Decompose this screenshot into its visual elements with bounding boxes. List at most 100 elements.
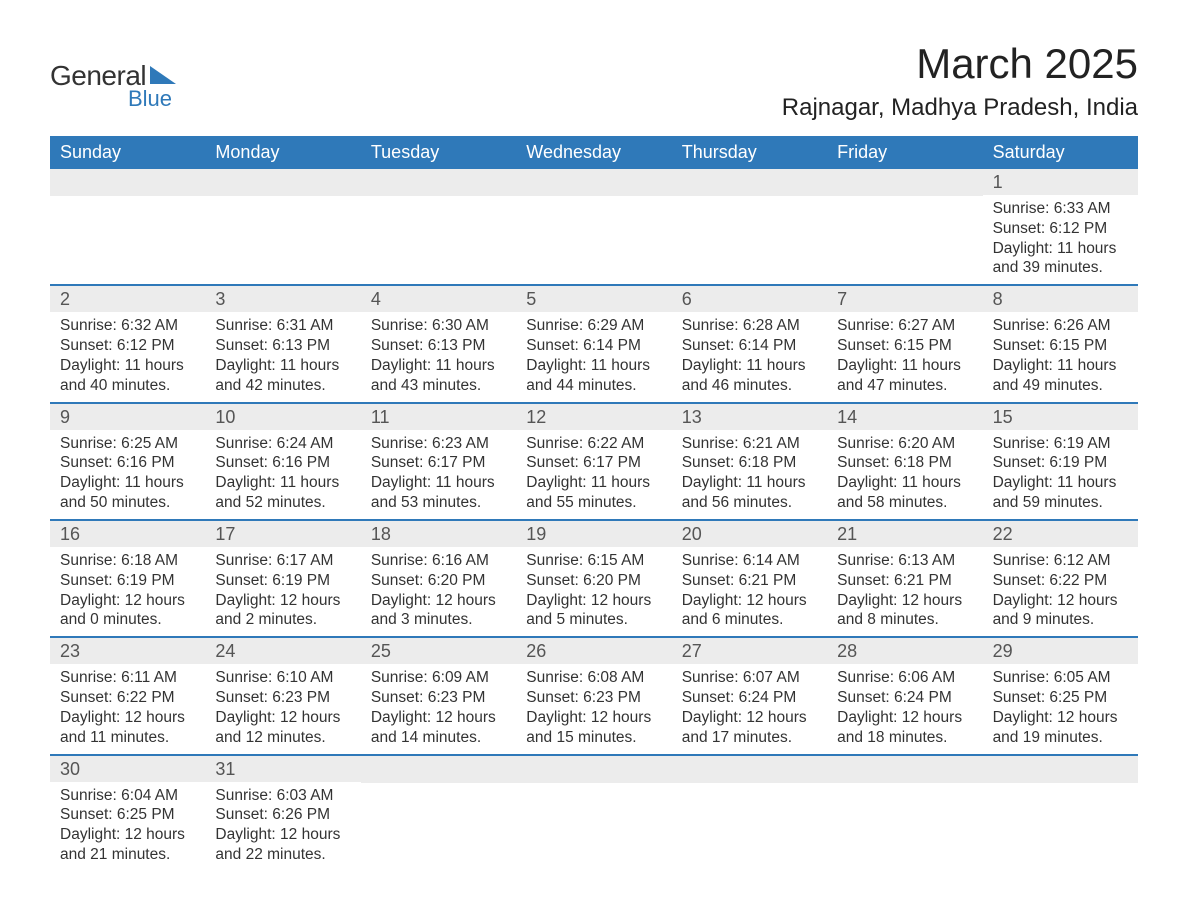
sunset-line: Sunset: 6:17 PM (371, 453, 506, 473)
title-block: March 2025 Rajnagar, Madhya Pradesh, Ind… (782, 40, 1138, 122)
day-details (827, 196, 982, 282)
calendar-cell: 5Sunrise: 6:29 AMSunset: 6:14 PMDaylight… (516, 286, 671, 401)
day-number (361, 756, 516, 783)
logo-triangle-icon (150, 66, 176, 84)
daylight-line: Daylight: 11 hours and 58 minutes. (837, 473, 972, 513)
calendar-cell-empty (361, 169, 516, 284)
daylight-line: Daylight: 12 hours and 12 minutes. (215, 708, 350, 748)
sunset-line: Sunset: 6:23 PM (371, 688, 506, 708)
sunrise-line: Sunrise: 6:06 AM (837, 668, 972, 688)
sunset-line: Sunset: 6:12 PM (993, 219, 1128, 239)
sunset-line: Sunset: 6:19 PM (60, 571, 195, 591)
calendar-week: 30Sunrise: 6:04 AMSunset: 6:25 PMDayligh… (50, 756, 1138, 871)
day-number: 16 (50, 521, 205, 547)
daylight-line: Daylight: 11 hours and 53 minutes. (371, 473, 506, 513)
daylight-line: Daylight: 12 hours and 15 minutes. (526, 708, 661, 748)
sunrise-line: Sunrise: 6:27 AM (837, 316, 972, 336)
day-of-week-label: Monday (205, 136, 360, 169)
month-title: March 2025 (782, 40, 1138, 88)
sunset-line: Sunset: 6:14 PM (526, 336, 661, 356)
sunrise-line: Sunrise: 6:09 AM (371, 668, 506, 688)
calendar-cell: 7Sunrise: 6:27 AMSunset: 6:15 PMDaylight… (827, 286, 982, 401)
day-details: Sunrise: 6:03 AMSunset: 6:26 PMDaylight:… (205, 782, 360, 871)
day-details: Sunrise: 6:08 AMSunset: 6:23 PMDaylight:… (516, 664, 671, 753)
day-of-week-label: Friday (827, 136, 982, 169)
calendar-cell: 14Sunrise: 6:20 AMSunset: 6:18 PMDayligh… (827, 404, 982, 519)
calendar-cell-empty (516, 169, 671, 284)
day-details: Sunrise: 6:15 AMSunset: 6:20 PMDaylight:… (516, 547, 671, 636)
daylight-line: Daylight: 12 hours and 6 minutes. (682, 591, 817, 631)
day-number (516, 169, 671, 196)
calendar-cell: 20Sunrise: 6:14 AMSunset: 6:21 PMDayligh… (672, 521, 827, 636)
logo: General Blue (50, 40, 176, 112)
calendar-cell: 10Sunrise: 6:24 AMSunset: 6:16 PMDayligh… (205, 404, 360, 519)
calendar-cell-empty (361, 756, 516, 871)
day-details: Sunrise: 6:05 AMSunset: 6:25 PMDaylight:… (983, 664, 1138, 753)
calendar-cell: 26Sunrise: 6:08 AMSunset: 6:23 PMDayligh… (516, 638, 671, 753)
day-number: 5 (516, 286, 671, 312)
calendar-cell-empty (983, 756, 1138, 871)
day-of-week-label: Thursday (672, 136, 827, 169)
calendar-cell: 8Sunrise: 6:26 AMSunset: 6:15 PMDaylight… (983, 286, 1138, 401)
sunset-line: Sunset: 6:15 PM (837, 336, 972, 356)
sunrise-line: Sunrise: 6:05 AM (993, 668, 1128, 688)
day-number (672, 756, 827, 783)
sunrise-line: Sunrise: 6:21 AM (682, 434, 817, 454)
daylight-line: Daylight: 11 hours and 46 minutes. (682, 356, 817, 396)
sunset-line: Sunset: 6:23 PM (215, 688, 350, 708)
day-number: 6 (672, 286, 827, 312)
sunrise-line: Sunrise: 6:33 AM (993, 199, 1128, 219)
day-details: Sunrise: 6:04 AMSunset: 6:25 PMDaylight:… (50, 782, 205, 871)
day-details (827, 783, 982, 853)
sunrise-line: Sunrise: 6:10 AM (215, 668, 350, 688)
calendar-cell: 24Sunrise: 6:10 AMSunset: 6:23 PMDayligh… (205, 638, 360, 753)
day-details (516, 783, 671, 853)
daylight-line: Daylight: 11 hours and 56 minutes. (682, 473, 817, 513)
day-number: 12 (516, 404, 671, 430)
day-of-week-label: Saturday (983, 136, 1138, 169)
daylight-line: Daylight: 11 hours and 50 minutes. (60, 473, 195, 513)
sunset-line: Sunset: 6:17 PM (526, 453, 661, 473)
sunrise-line: Sunrise: 6:13 AM (837, 551, 972, 571)
day-number: 18 (361, 521, 516, 547)
day-of-week-label: Sunday (50, 136, 205, 169)
sunset-line: Sunset: 6:16 PM (60, 453, 195, 473)
day-details (672, 783, 827, 853)
day-number: 10 (205, 404, 360, 430)
day-number (361, 169, 516, 196)
daylight-line: Daylight: 11 hours and 55 minutes. (526, 473, 661, 513)
logo-text-blue: Blue (128, 86, 172, 112)
daylight-line: Daylight: 12 hours and 19 minutes. (993, 708, 1128, 748)
day-number: 13 (672, 404, 827, 430)
calendar-cell: 23Sunrise: 6:11 AMSunset: 6:22 PMDayligh… (50, 638, 205, 753)
calendar-cell: 13Sunrise: 6:21 AMSunset: 6:18 PMDayligh… (672, 404, 827, 519)
daylight-line: Daylight: 12 hours and 8 minutes. (837, 591, 972, 631)
daylight-line: Daylight: 12 hours and 2 minutes. (215, 591, 350, 631)
day-details: Sunrise: 6:11 AMSunset: 6:22 PMDaylight:… (50, 664, 205, 753)
daylight-line: Daylight: 11 hours and 52 minutes. (215, 473, 350, 513)
daylight-line: Daylight: 11 hours and 39 minutes. (993, 239, 1128, 279)
day-details: Sunrise: 6:14 AMSunset: 6:21 PMDaylight:… (672, 547, 827, 636)
day-number: 31 (205, 756, 360, 782)
sunrise-line: Sunrise: 6:14 AM (682, 551, 817, 571)
sunset-line: Sunset: 6:20 PM (526, 571, 661, 591)
sunset-line: Sunset: 6:22 PM (60, 688, 195, 708)
day-details: Sunrise: 6:13 AMSunset: 6:21 PMDaylight:… (827, 547, 982, 636)
sunset-line: Sunset: 6:23 PM (526, 688, 661, 708)
calendar-cell: 19Sunrise: 6:15 AMSunset: 6:20 PMDayligh… (516, 521, 671, 636)
calendar-cell: 30Sunrise: 6:04 AMSunset: 6:25 PMDayligh… (50, 756, 205, 871)
sunrise-line: Sunrise: 6:32 AM (60, 316, 195, 336)
daylight-line: Daylight: 11 hours and 44 minutes. (526, 356, 661, 396)
sunset-line: Sunset: 6:26 PM (215, 805, 350, 825)
day-details (516, 196, 671, 282)
daylight-line: Daylight: 12 hours and 22 minutes. (215, 825, 350, 865)
sunrise-line: Sunrise: 6:24 AM (215, 434, 350, 454)
calendar-cell: 18Sunrise: 6:16 AMSunset: 6:20 PMDayligh… (361, 521, 516, 636)
daylight-line: Daylight: 12 hours and 18 minutes. (837, 708, 972, 748)
sunset-line: Sunset: 6:25 PM (60, 805, 195, 825)
calendar-cell: 1Sunrise: 6:33 AMSunset: 6:12 PMDaylight… (983, 169, 1138, 284)
day-number: 22 (983, 521, 1138, 547)
calendar: SundayMondayTuesdayWednesdayThursdayFrid… (50, 136, 1138, 871)
sunrise-line: Sunrise: 6:20 AM (837, 434, 972, 454)
day-number: 3 (205, 286, 360, 312)
